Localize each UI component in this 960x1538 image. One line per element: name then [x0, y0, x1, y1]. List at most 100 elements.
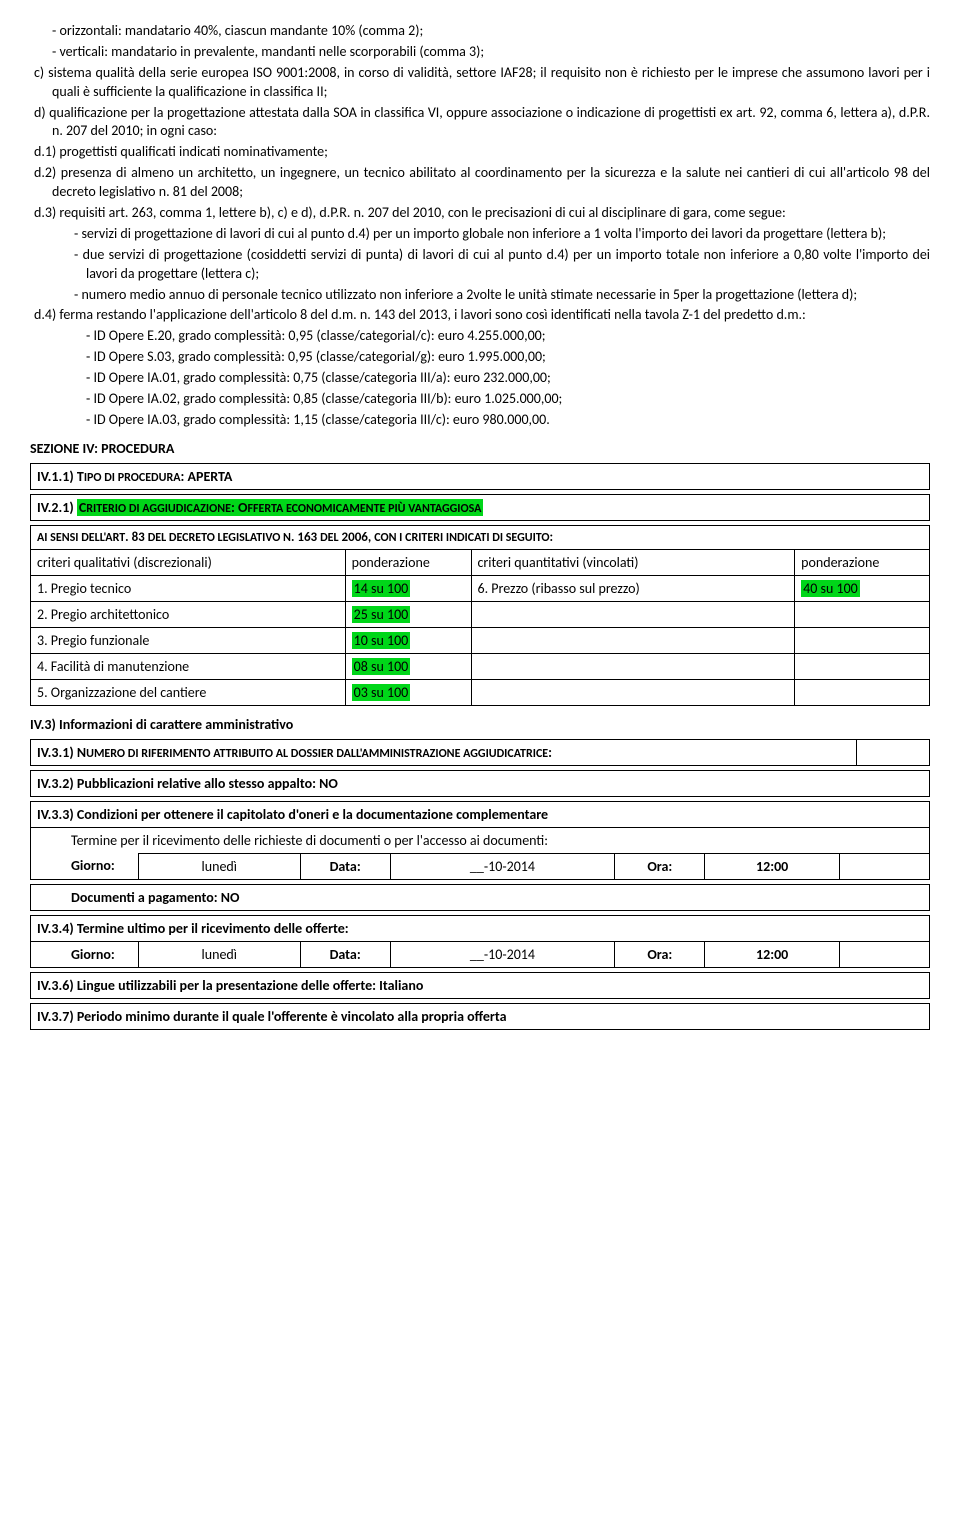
data-val2: __-10-2014 — [390, 941, 615, 967]
ais7: CON I CRITERI INDICATI DI SEGUITO — [374, 531, 549, 545]
iv31-box: IV.3.1) NUMERO DI RIFERIMENTO ATTRIBUITO… — [30, 739, 930, 766]
hdr-pond2: ponderazione — [795, 549, 930, 575]
criteria-table: AI SENSI DELL'ART. 83 DEL DECRETO LEGISL… — [30, 525, 930, 706]
item-d4: d.4) ferma restando l'applicazione dell'… — [30, 306, 930, 325]
item-c: c) sistema qualità della serie europea I… — [30, 64, 930, 102]
iv21-lead: IV.2.1) — [37, 499, 77, 516]
item-d1: d.1) progettisti qualificati indicati no… — [30, 143, 930, 162]
ora-val2: 12:00 — [705, 941, 840, 967]
bullet-orizz: - orizzontali: mandatario 40%, ciascun m… — [30, 22, 930, 41]
crit1v: 14 su 100 — [352, 580, 411, 597]
crit3-label: 3. Pregio funzionale — [31, 627, 346, 653]
empty-cell — [471, 601, 795, 627]
crit2v: 25 su 100 — [352, 606, 411, 623]
iv21-sc4: FFERTA ECONOMICAMENTE PIÙ VANTAGGIOSA — [247, 502, 481, 516]
iv34-head: IV.3.4) Termine ultimo per il riceviment… — [31, 915, 930, 941]
crit5v: 03 su 100 — [352, 684, 411, 701]
item-d4b: - ID Opere S.03, grado complessità: 0,95… — [30, 348, 930, 367]
item-d4d: - ID Opere IA.02, grado complessità: 0,8… — [30, 390, 930, 409]
crit2-label: 2. Pregio architettonico — [31, 601, 346, 627]
hdr-pond1: ponderazione — [345, 549, 471, 575]
iv21-sc3: : O — [231, 499, 248, 516]
iv11-cell: IV.1.1) TIPO DI PROCEDURA: APERTA — [31, 463, 930, 489]
empty-cell — [795, 653, 930, 679]
empty-cell — [471, 653, 795, 679]
blank-tail2 — [840, 941, 930, 967]
giorno-val: lunedì — [138, 853, 300, 879]
item-d: d) qualificazione per la progettazione a… — [30, 104, 930, 142]
iv37-cell: IV.3.7) Periodo minimo durante il quale … — [31, 1003, 930, 1029]
docpag-box: Documenti a pagamento: NO — [30, 884, 930, 911]
ais4: . 163 — [291, 530, 320, 545]
empty-cell — [795, 627, 930, 653]
crit5-label: 5. Organizzazione del cantiere — [31, 679, 346, 705]
crit4v: 08 su 100 — [352, 658, 411, 675]
hdr-qual: criteri qualitativi (discrezionali) — [31, 549, 346, 575]
empty-cell — [795, 601, 930, 627]
crit5-val: 03 su 100 — [345, 679, 471, 705]
iv34-box: IV.3.4) Termine ultimo per il riceviment… — [30, 915, 930, 968]
iv31-cell: IV.3.1) NUMERO DI RIFERIMENTO ATTRIBUITO… — [31, 739, 857, 765]
ais8: : — [550, 530, 554, 545]
iv11-box: IV.1.1) TIPO DI PROCEDURA: APERTA — [30, 463, 930, 490]
empty-cell — [795, 679, 930, 705]
iv3-head: IV.3) Informazioni di carattere amminist… — [30, 716, 930, 733]
item-d3: d.3) requisiti art. 263, comma 1, letter… — [30, 204, 930, 223]
crit-row-2: 2. Pregio architettonico 25 su 100 — [31, 601, 930, 627]
data-val: __-10-2014 — [390, 853, 615, 879]
iv33-sub: Termine per il ricevimento delle richies… — [31, 827, 930, 853]
crit-row-3: 3. Pregio funzionale 10 su 100 — [31, 627, 930, 653]
item-d3b: - due servizi di progettazione (cosiddet… — [30, 246, 930, 284]
ais2: . 83 — [125, 530, 148, 545]
crit6v: 40 su 100 — [801, 580, 860, 597]
iv21-box: IV.2.1) CRITERIO DI AGGIUDICAZIONE: OFFE… — [30, 494, 930, 521]
hdr-quant: criteri quantitativi (vincolati) — [471, 549, 795, 575]
item-d2: d.2) presenza di almeno un architetto, u… — [30, 164, 930, 202]
iv31-sc: UMERO DI RIFERIMENTO ATTRIBUITO AL DOSSI… — [86, 747, 548, 761]
giorno-lab: Giorno: — [31, 853, 139, 879]
iv33-head: IV.3.3) Condizioni per ottenere il capit… — [31, 801, 930, 827]
empty-cell — [471, 679, 795, 705]
item-d3a: - servizi di progettazione di lavori di … — [30, 225, 930, 244]
crit1-val: 14 su 100 — [345, 575, 471, 601]
iv21-cell: IV.2.1) CRITERIO DI AGGIUDICAZIONE: OFFE… — [31, 494, 930, 520]
ais1: AI SENSI DELL'ART — [37, 531, 125, 545]
blank-tail — [840, 853, 930, 879]
bullet-vert: - verticali: mandatario in prevalente, m… — [30, 43, 930, 62]
giorno-lab2: Giorno: — [31, 941, 139, 967]
aisensi-row: AI SENSI DELL'ART. 83 DEL DECRETO LEGISL… — [31, 525, 930, 549]
item-d4e: - ID Opere IA.03, grado complessità: 1,1… — [30, 411, 930, 430]
ora-val: 12:00 — [705, 853, 840, 879]
crit6-label: 6. Prezzo (ribasso sul prezzo) — [471, 575, 795, 601]
ora-lab: Ora: — [615, 853, 705, 879]
ais5: DEL — [320, 531, 339, 545]
criteria-header-row: criteri qualitativi (discrezionali) pond… — [31, 549, 930, 575]
crit4-label: 4. Facilità di manutenzione — [31, 653, 346, 679]
item-d4c: - ID Opere IA.01, grado complessità: 0,7… — [30, 369, 930, 388]
sezione-iv-head: SEZIONE IV: PROCEDURA — [30, 440, 930, 457]
iv21-sc2: RITERIO DI AGGIUDICAZIONE — [86, 502, 231, 516]
ais3: DEL DECRETO LEGISLATIVO N — [148, 531, 291, 545]
crit4-val: 08 su 100 — [345, 653, 471, 679]
crit3v: 10 su 100 — [352, 632, 411, 649]
ais6: 2006, — [339, 530, 375, 545]
iv36-cell: IV.3.6) Lingue utilizzabili per la prese… — [31, 972, 930, 998]
iv31-empty — [857, 739, 930, 765]
crit3-val: 10 su 100 — [345, 627, 471, 653]
giorno-val2: lunedì — [138, 941, 300, 967]
item-d4a: - ID Opere E.20, grado complessità: 0,95… — [30, 327, 930, 346]
iv34-date-row: Giorno: lunedì Data: __-10-2014 Ora: 12:… — [31, 941, 930, 967]
iv31-lead: IV.3.1) N — [37, 744, 86, 761]
iv36-box: IV.3.6) Lingue utilizzabili per la prese… — [30, 972, 930, 999]
iv32-box: IV.3.2) Pubblicazioni relative allo stes… — [30, 770, 930, 797]
crit6-val: 40 su 100 — [795, 575, 930, 601]
docpag-cell: Documenti a pagamento: NO — [31, 884, 930, 910]
crit1-label: 1. Pregio tecnico — [31, 575, 346, 601]
crit-row-4: 4. Facilità di manutenzione 08 su 100 — [31, 653, 930, 679]
ora-lab2: Ora: — [615, 941, 705, 967]
iv11-lead: IV.1.1) T — [37, 468, 84, 485]
iv31-tail: : — [548, 744, 552, 761]
empty-cell — [471, 627, 795, 653]
iv32-cell: IV.3.2) Pubblicazioni relative allo stes… — [31, 770, 930, 796]
iv37-box: IV.3.7) Periodo minimo durante il quale … — [30, 1003, 930, 1030]
